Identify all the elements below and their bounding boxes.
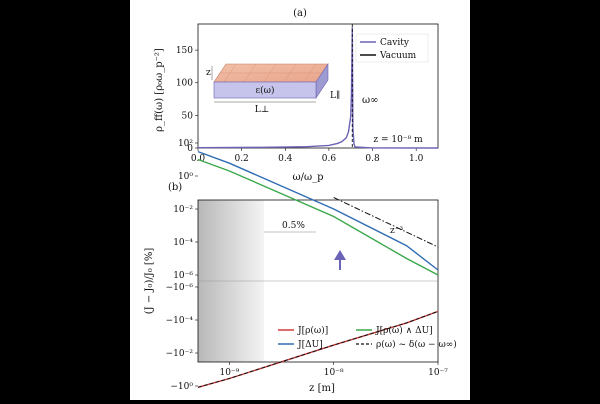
a-axes-frame bbox=[197, 23, 439, 149]
a-xtick-label: 0.2 bbox=[234, 154, 248, 164]
legend-cavity-label: Cavity bbox=[380, 38, 410, 48]
legend-vacuum-label: Vacuum bbox=[379, 51, 417, 61]
shaded-percent-label: 0.5% bbox=[282, 221, 305, 231]
b-ytick-label: 10⁻⁶ bbox=[173, 271, 193, 281]
z-value-label: z = 10⁻⁸ m bbox=[373, 135, 423, 145]
legend-b: J[ρ(ω)] J[ΔU] J[ρ(ω) ∧ ΔU] ρ(ω) ~ δ(ω − … bbox=[278, 325, 457, 350]
peak-label: ω∞ bbox=[362, 95, 378, 106]
legend-b-dashed: ρ(ω) ~ δ(ω − ω∞) bbox=[376, 339, 457, 350]
b-ylabel: (J − J₀)/J₀ [%] bbox=[144, 248, 155, 315]
a-ytick-label: 50 bbox=[182, 111, 194, 121]
b-series-line-1 bbox=[197, 150, 439, 271]
panel-a-plot: 0.0 0.2 0.4 0.6 0.8 1.0 0 50 100 150 bbox=[176, 23, 439, 164]
a-xlabel: ω/ω_p bbox=[292, 172, 323, 183]
a-ytick-label: 150 bbox=[176, 46, 193, 56]
a-ytick-label: 100 bbox=[176, 79, 193, 89]
b-ytick-label: −10⁻⁶ bbox=[166, 283, 194, 293]
b-xlabel: z [m] bbox=[309, 383, 335, 394]
legend-b-red: J[ρ(ω)] bbox=[297, 325, 328, 336]
figure-svg: (a) 0.0 0.2 0.4 0.6 0.8 1.0 0 50 100 150 ε(ω) z L… bbox=[144, 8, 457, 394]
b-ytick-label: 10⁻² bbox=[173, 205, 193, 215]
b-ytick-label: 10⁻⁴ bbox=[173, 238, 193, 248]
legend-a: Cavity Vacuum bbox=[355, 33, 429, 63]
b-xtick-label: 10⁻⁸ bbox=[324, 368, 344, 378]
cavity-line bbox=[197, 27, 439, 149]
figure-page: (a) 0.0 0.2 0.4 0.6 0.8 1.0 0 50 100 150 ε(ω) z L… bbox=[130, 0, 470, 400]
legend-b-green: J[ρ(ω) ∧ ΔU] bbox=[375, 325, 433, 336]
inset-lpar-label: L∥ bbox=[330, 90, 340, 101]
b-xtick-label: 10⁻⁹ bbox=[219, 368, 239, 378]
b-ytick-label: −10⁻⁴ bbox=[166, 316, 194, 326]
inset-grid bbox=[220, 63, 322, 83]
b-series-line-3 bbox=[197, 310, 439, 388]
b-ytick-label: −10⁻² bbox=[166, 349, 194, 359]
increase-arrow bbox=[334, 250, 346, 270]
a-xtick-label: 1.0 bbox=[409, 154, 424, 164]
b-series-line-2 bbox=[197, 158, 439, 276]
b-ytick-label: 10⁰ bbox=[178, 172, 193, 182]
a-xtick-label: 0.4 bbox=[278, 154, 293, 164]
a-ylabel: ρ_ff(ω) [ρ₀ω_p⁻²] bbox=[154, 48, 165, 132]
inset-eps-label: ε(ω) bbox=[255, 85, 274, 96]
legend-b-blue: J[ΔU] bbox=[297, 340, 323, 350]
panel-b-label: (b) bbox=[168, 182, 182, 193]
panel-a-label: (a) bbox=[293, 8, 307, 19]
inset-lperp-label: L⊥ bbox=[255, 105, 269, 115]
a-xtick-label: 0.0 bbox=[191, 154, 206, 164]
a-ytick-label: 0 bbox=[187, 144, 193, 154]
inset-slab-front bbox=[213, 81, 317, 99]
b-ytick-label: −10⁰ bbox=[170, 382, 193, 392]
b-xtick-label: 10⁻⁷ bbox=[428, 368, 448, 378]
b-series-line-4 bbox=[333, 197, 439, 248]
panel-b-plot: 10² 10⁰ 10⁻² 10⁻⁴ 10⁻⁶ −10⁻⁶ −10⁻⁴ −10⁻² −10⁰ 10⁻… bbox=[166, 139, 449, 392]
a-xtick-label: 0.6 bbox=[322, 154, 337, 164]
inset-schematic: ε(ω) z L⊥ L∥ bbox=[206, 63, 340, 115]
inset-z-label: z bbox=[206, 68, 211, 78]
b-ytick-label: 10² bbox=[178, 139, 193, 149]
slope-label: z⁻³ bbox=[390, 226, 403, 236]
a-xtick-label: 0.8 bbox=[365, 154, 380, 164]
